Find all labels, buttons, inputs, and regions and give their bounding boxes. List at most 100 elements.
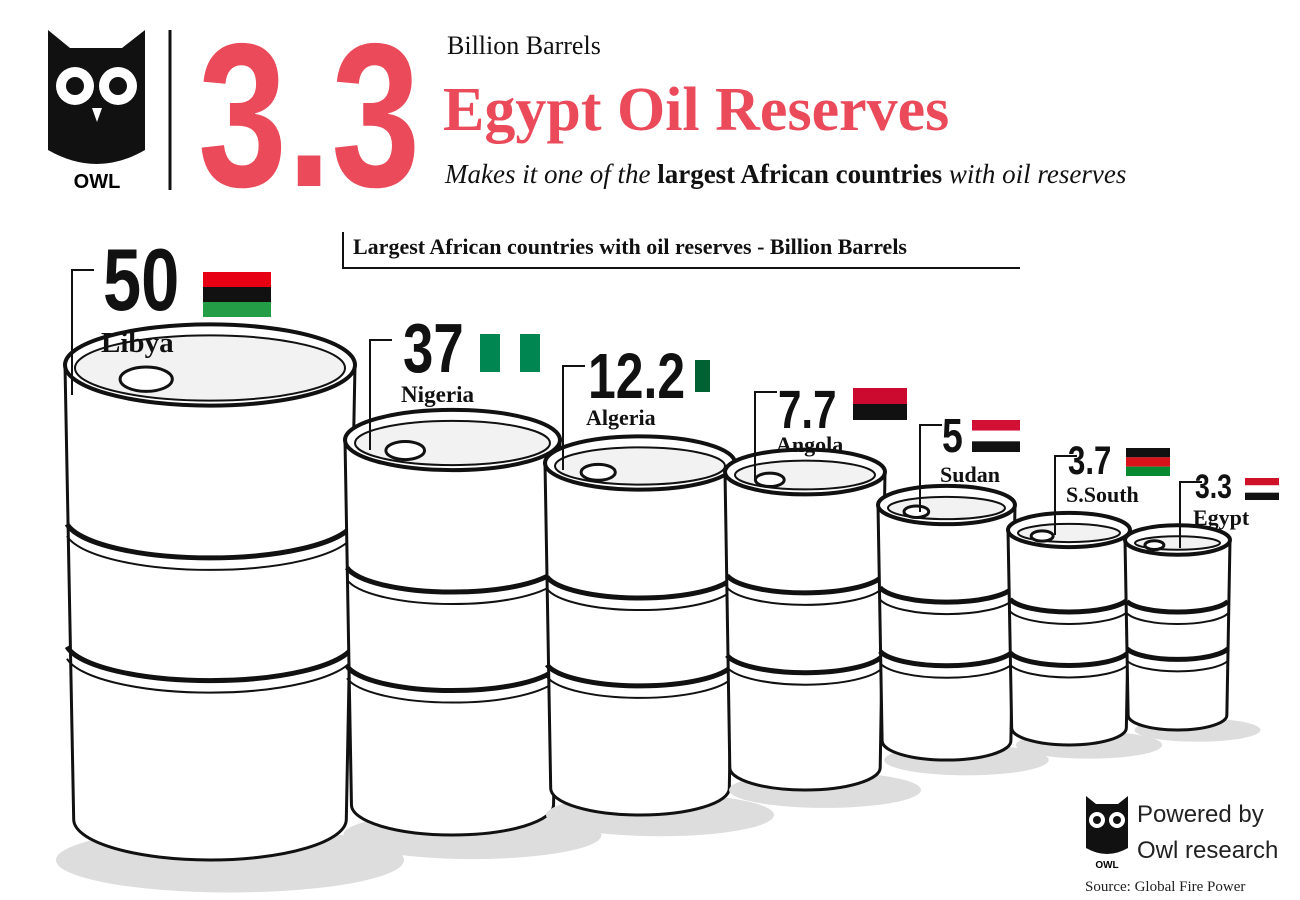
flag-stripe [1126, 466, 1170, 476]
flag-stripe [972, 441, 1020, 452]
barrel-group: 3.7S.South [1006, 438, 1170, 759]
category-label: Egypt [1193, 505, 1250, 530]
barrel-ridge [726, 586, 884, 606]
barrel-bung [902, 504, 931, 519]
barrel-ridge [66, 535, 354, 571]
barrel-bung [1029, 529, 1055, 543]
barrel-ridge [1125, 646, 1230, 662]
flag-stripe [853, 404, 907, 420]
barrel-ridge [1125, 599, 1230, 615]
flag-stripe [1126, 457, 1170, 467]
chart-title-frame [342, 232, 1020, 269]
barrel-ridge [725, 573, 885, 596]
subtitle: Makes it one of the largest African coun… [444, 159, 1126, 189]
category-label: Nigeria [401, 381, 475, 407]
barrel-ridge [1008, 597, 1130, 615]
value-label: 12.2 [588, 341, 685, 412]
barrel-bung [579, 462, 617, 482]
headline-unit: Billion Barrels [447, 31, 601, 60]
value-label: 3.7 [1068, 438, 1111, 483]
flag-stripe [1245, 485, 1279, 493]
title: Egypt Oil Reserves [443, 76, 949, 144]
powered-by: Powered by [1137, 801, 1264, 828]
barrel-body [1123, 538, 1232, 732]
flag-stripe [520, 334, 540, 372]
barrel-ridge [725, 653, 885, 676]
barrel-ridge [879, 662, 1014, 679]
leader-line [1054, 455, 1077, 535]
flag-stripe [1245, 478, 1279, 486]
value-label: 3.3 [1195, 468, 1232, 506]
barrel-ridge [544, 663, 736, 689]
value-label: 5 [942, 410, 963, 464]
barrel-ridge [1008, 650, 1130, 668]
subtitle-part: with oil reserves [949, 159, 1126, 189]
subtitle-part: Makes it one of the [444, 159, 650, 189]
category-label: Angola [776, 432, 843, 457]
flag-stripe [480, 334, 500, 372]
barrel-body [1006, 528, 1132, 747]
category-label: Algeria [586, 405, 656, 430]
barrel-ridge [1126, 659, 1229, 673]
barrel-ridge [878, 585, 1015, 605]
logo-text: OWL [74, 171, 121, 193]
flag-stripe [853, 388, 907, 404]
chart-title: Largest African countries with oil reser… [353, 234, 907, 259]
barrel-ridge [1126, 612, 1229, 626]
value-label: 50 [103, 231, 179, 329]
leader-line [1179, 481, 1202, 548]
barrel-body [343, 438, 562, 837]
flag-stripe [710, 360, 725, 392]
leader-line [562, 365, 585, 470]
leader-line [369, 339, 392, 450]
leader-line [919, 424, 942, 512]
category-label: Libya [101, 327, 174, 359]
flag-stripe [972, 430, 1020, 442]
category-label: S.South [1066, 482, 1139, 507]
flag-stripe [1126, 448, 1170, 458]
barrel-ridge [546, 676, 734, 699]
barrel-ridge [726, 666, 884, 686]
barrel-ridge [64, 522, 356, 561]
subtitle-part: largest African countries [657, 159, 942, 189]
barrel-body [63, 363, 357, 862]
flag-stripe [972, 420, 1020, 431]
barrel-ridge [878, 649, 1015, 669]
barrel-ridge [344, 566, 561, 595]
barrel-body [876, 503, 1017, 762]
barrel-ridge [1009, 663, 1129, 679]
flag-stripe [500, 334, 520, 372]
footer-logo-text: OWL [1095, 860, 1118, 871]
flag-stripe [1245, 492, 1279, 500]
barrel-bung [1143, 539, 1166, 552]
source: Source: Global Fire Power [1085, 879, 1245, 895]
barrel-ridge [66, 658, 354, 694]
owl-logo [48, 30, 145, 164]
barrel-rim [554, 446, 726, 486]
barrel-rim [354, 419, 551, 467]
barrel-ridge [1009, 610, 1129, 625]
barrel-ridge [64, 645, 356, 684]
flag-stripe [203, 287, 271, 302]
barrel-ridge [346, 677, 559, 704]
barrel-body [723, 470, 887, 792]
leader-line [71, 269, 94, 395]
barrel-ridge [546, 588, 734, 612]
value-label: 37 [403, 310, 464, 388]
barrel-bung [753, 471, 786, 489]
leader-line [754, 391, 777, 480]
barrel-ridge [544, 575, 736, 601]
flag-stripe [203, 302, 271, 317]
barrel-body [543, 461, 737, 817]
barrel-ridge [346, 579, 559, 606]
value-label: 7.7 [778, 380, 837, 440]
barrel-ridge [344, 664, 561, 694]
flag-stripe [695, 360, 710, 392]
footer-logo [1086, 796, 1128, 854]
